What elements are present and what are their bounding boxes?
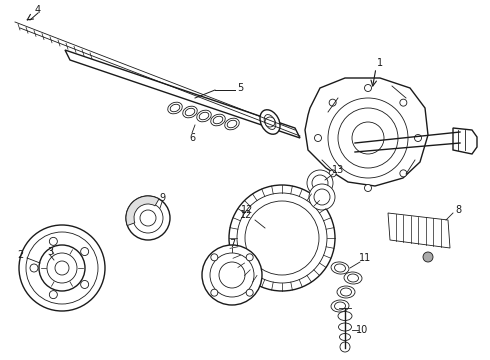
Text: 5: 5 <box>237 83 243 93</box>
Text: 10: 10 <box>356 325 368 335</box>
Circle shape <box>400 99 407 106</box>
Circle shape <box>211 289 218 296</box>
Text: 4: 4 <box>35 5 41 15</box>
Circle shape <box>340 342 350 352</box>
Text: 2: 2 <box>17 250 23 260</box>
Circle shape <box>210 253 254 297</box>
Circle shape <box>329 170 336 177</box>
Text: 11: 11 <box>359 253 371 263</box>
Circle shape <box>49 291 57 299</box>
Circle shape <box>30 264 38 272</box>
Circle shape <box>312 175 328 191</box>
Ellipse shape <box>335 302 345 310</box>
Ellipse shape <box>339 323 351 331</box>
Circle shape <box>338 108 398 168</box>
Circle shape <box>309 184 335 210</box>
Circle shape <box>229 185 335 291</box>
Ellipse shape <box>340 333 350 341</box>
Text: 7: 7 <box>229 239 235 249</box>
Circle shape <box>315 135 321 141</box>
Polygon shape <box>388 213 450 248</box>
Ellipse shape <box>260 110 280 134</box>
Circle shape <box>55 261 69 275</box>
Text: 12: 12 <box>240 210 252 220</box>
Ellipse shape <box>168 102 182 114</box>
Ellipse shape <box>338 311 352 320</box>
Circle shape <box>400 170 407 177</box>
Text: 3: 3 <box>47 247 53 257</box>
Ellipse shape <box>331 262 349 274</box>
Circle shape <box>237 193 327 283</box>
Circle shape <box>246 289 253 296</box>
Circle shape <box>133 203 163 233</box>
Wedge shape <box>126 196 159 225</box>
Text: 1: 1 <box>377 58 383 68</box>
Ellipse shape <box>197 110 211 122</box>
Circle shape <box>352 122 384 154</box>
Ellipse shape <box>170 104 180 112</box>
Circle shape <box>314 189 330 205</box>
Circle shape <box>49 237 57 246</box>
Circle shape <box>126 196 170 240</box>
Circle shape <box>19 225 105 311</box>
Circle shape <box>81 248 89 256</box>
Circle shape <box>246 254 253 261</box>
Circle shape <box>39 245 85 291</box>
Circle shape <box>26 232 98 304</box>
Polygon shape <box>305 78 428 186</box>
Circle shape <box>81 280 89 288</box>
Text: 13: 13 <box>332 165 344 175</box>
Ellipse shape <box>335 264 345 272</box>
Text: 12: 12 <box>241 205 253 215</box>
Ellipse shape <box>213 116 223 124</box>
Ellipse shape <box>211 114 225 126</box>
Circle shape <box>307 170 333 196</box>
Circle shape <box>265 117 275 127</box>
Ellipse shape <box>337 286 355 298</box>
Circle shape <box>423 252 433 262</box>
Text: 8: 8 <box>455 205 461 215</box>
Ellipse shape <box>199 112 209 120</box>
Circle shape <box>245 201 319 275</box>
Ellipse shape <box>264 114 276 130</box>
Circle shape <box>365 185 371 192</box>
Ellipse shape <box>227 120 237 128</box>
Ellipse shape <box>341 288 351 296</box>
Circle shape <box>329 99 336 106</box>
Polygon shape <box>65 50 300 138</box>
Circle shape <box>328 98 408 178</box>
Circle shape <box>211 254 218 261</box>
Polygon shape <box>453 128 477 154</box>
Ellipse shape <box>185 108 195 116</box>
Text: 9: 9 <box>159 193 165 203</box>
Ellipse shape <box>183 106 197 118</box>
Circle shape <box>202 245 262 305</box>
Circle shape <box>365 85 371 91</box>
Ellipse shape <box>331 300 349 312</box>
Circle shape <box>415 135 421 141</box>
Text: 6: 6 <box>189 133 195 143</box>
Ellipse shape <box>344 272 362 284</box>
Circle shape <box>140 210 156 226</box>
Ellipse shape <box>347 274 359 282</box>
Circle shape <box>219 262 245 288</box>
Circle shape <box>47 253 77 283</box>
Ellipse shape <box>225 118 239 130</box>
